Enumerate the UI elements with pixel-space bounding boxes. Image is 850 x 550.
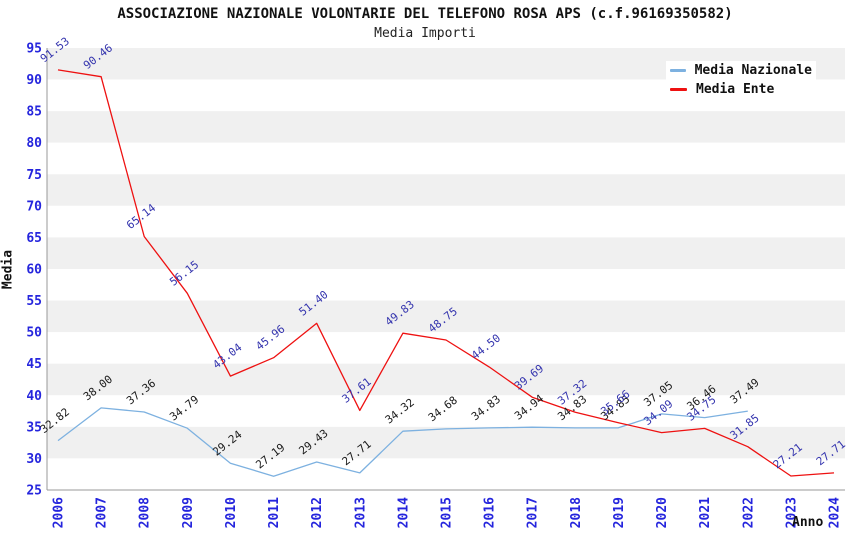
y-tick-label: 95 — [26, 42, 42, 57]
legend-item-media-ente: Media Ente — [666, 80, 816, 99]
y-tick-label: 80 — [26, 136, 42, 151]
x-tick-label: 2013 — [353, 497, 368, 528]
x-tick-label: 2021 — [698, 497, 713, 528]
x-tick-label: 2007 — [95, 497, 110, 528]
plot-band — [47, 205, 845, 238]
plot-band — [47, 363, 845, 396]
legend-label: Media Ente — [696, 82, 775, 97]
x-tick-label: 2009 — [181, 497, 196, 528]
media-ente-line-swatch-icon — [670, 88, 687, 91]
media-nazionale-line-swatch-icon — [670, 69, 686, 72]
y-tick-label: 65 — [26, 231, 42, 246]
x-tick-label: 2015 — [440, 497, 455, 528]
x-tick-label: 2008 — [138, 497, 153, 528]
x-tick-label: 2017 — [526, 497, 541, 528]
y-tick-label: 40 — [26, 389, 42, 404]
y-tick-label: 90 — [26, 73, 42, 88]
y-tick-label: 75 — [26, 168, 42, 183]
plot-band — [47, 142, 845, 175]
y-axis-title: Media — [0, 249, 16, 290]
x-tick-label: 2024 — [828, 497, 843, 528]
y-tick-label: 70 — [26, 199, 42, 214]
chart-legend: Media Nazionale Media Ente — [666, 61, 816, 99]
x-tick-label: 2022 — [741, 497, 756, 528]
y-tick-label: 85 — [26, 105, 42, 120]
plot-band — [47, 300, 845, 333]
x-tick-label: 2012 — [310, 497, 325, 528]
y-tick-label: 45 — [26, 357, 42, 372]
y-tick-label: 50 — [26, 326, 42, 341]
x-tick-label: 2023 — [784, 497, 799, 528]
plot-band — [47, 458, 845, 490]
plot-band — [47, 426, 845, 459]
x-tick-label: 2020 — [655, 497, 670, 528]
x-tick-label: 2014 — [396, 497, 411, 528]
plot-band — [47, 111, 845, 143]
plot-band — [47, 79, 845, 112]
series-line-media-nazionale — [57, 407, 748, 477]
y-tick-label: 55 — [26, 294, 42, 309]
plot-band — [47, 237, 845, 269]
x-tick-label: 2010 — [224, 497, 239, 528]
chart-title: ASSOCIAZIONE NAZIONALE VOLONTARIE DEL TE… — [117, 6, 733, 22]
x-tick-label: 2006 — [52, 497, 67, 528]
plot-band — [47, 269, 845, 301]
y-tick-label: 25 — [26, 484, 42, 499]
y-tick-label: 35 — [26, 420, 42, 435]
plot-band — [47, 332, 845, 364]
x-axis-title: Anno — [792, 515, 824, 530]
plot-band — [47, 395, 845, 427]
x-tick-label: 2016 — [483, 497, 498, 528]
plot-band — [47, 174, 845, 206]
legend-label: Media Nazionale — [694, 63, 812, 78]
y-tick-label: 60 — [26, 263, 42, 278]
x-tick-label: 2011 — [267, 497, 282, 528]
chart-subtitle: Media Importi — [374, 26, 476, 41]
x-tick-label: 2018 — [569, 497, 584, 528]
series-line-media-ente — [57, 69, 835, 477]
legend-item-media-nazionale: Media Nazionale — [666, 61, 816, 80]
y-tick-label: 30 — [26, 452, 42, 467]
x-tick-label: 2019 — [612, 497, 627, 528]
